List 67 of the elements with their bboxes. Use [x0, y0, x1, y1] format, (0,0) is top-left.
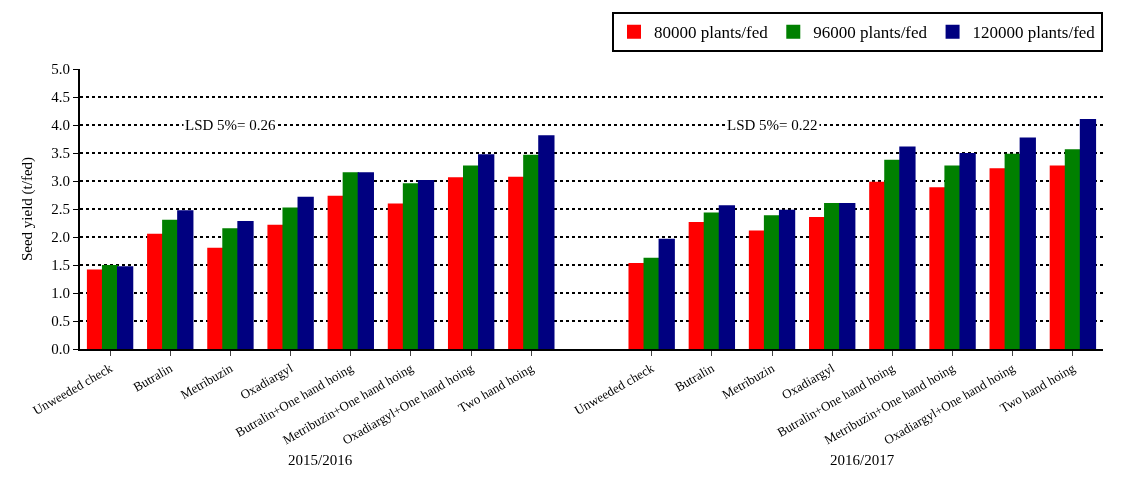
y-tick-label: 2.0: [51, 229, 70, 246]
y-tick-label: 2.5: [51, 201, 70, 218]
y-tick-label: 0.0: [51, 341, 70, 358]
y-tick-label: 1.0: [51, 285, 70, 302]
bar: [147, 233, 164, 349]
bar: [523, 154, 540, 349]
bar: [869, 181, 886, 349]
y-tick-label: 1.5: [51, 257, 70, 274]
bar: [778, 209, 796, 349]
bar: [1019, 137, 1036, 349]
y-tick-label: 3.0: [51, 173, 70, 190]
bar: [1064, 149, 1082, 349]
y-tick-label: 5.0: [51, 61, 70, 78]
bar: [177, 210, 194, 349]
y-axis-title: Seed yield (t/fed): [19, 156, 36, 262]
bar: [508, 176, 525, 349]
bar: [824, 202, 841, 349]
bar: [703, 212, 720, 349]
bar: [643, 257, 660, 349]
bar: [417, 180, 435, 349]
bar: [899, 146, 916, 349]
bar: [929, 187, 946, 349]
bar: [297, 196, 314, 349]
bar: [402, 183, 420, 349]
y-tick-label: 3.5: [51, 145, 70, 162]
y-tick-label: 4.5: [51, 89, 70, 106]
bar: [86, 269, 104, 349]
bar: [989, 168, 1006, 349]
bar: [959, 153, 976, 349]
bar: [748, 230, 766, 349]
bar: [688, 222, 705, 349]
bar: [763, 215, 781, 349]
bar: [267, 224, 284, 349]
bar: [162, 219, 179, 349]
bar: [357, 172, 374, 349]
annotation: LSD 5%= 0.22: [727, 117, 818, 133]
y-tick-label: 4.0: [51, 117, 70, 134]
bar: [463, 165, 480, 349]
bar: [884, 159, 901, 349]
legend-label: 80000 plants/fed: [654, 23, 769, 43]
bar: [1004, 153, 1021, 349]
bar: [207, 247, 224, 349]
bar: [538, 135, 555, 349]
bar: [658, 238, 675, 349]
bar: [1049, 165, 1067, 349]
y-tick-label: 0.5: [51, 313, 70, 330]
legend-label: 120000 plants/fed: [972, 23, 1096, 43]
bar: [101, 265, 119, 349]
bar: [478, 154, 495, 349]
bar: [222, 228, 239, 349]
legend-label: 96000 plants/fed: [813, 23, 928, 43]
text: 2016/2017: [830, 452, 895, 468]
bar: [282, 207, 299, 349]
bar: [342, 172, 359, 349]
bar: [718, 205, 736, 349]
bar: [839, 202, 856, 349]
bar: [944, 165, 961, 349]
bar: [387, 203, 405, 349]
bar: [809, 216, 826, 349]
bar: [1079, 118, 1097, 349]
bar: [447, 177, 465, 349]
bar: [628, 262, 645, 349]
bar: [116, 266, 134, 349]
text: 2015/2016: [288, 452, 353, 468]
annotation: LSD 5%= 0.26: [185, 117, 277, 133]
bar: [237, 220, 254, 349]
bar: [327, 195, 344, 349]
